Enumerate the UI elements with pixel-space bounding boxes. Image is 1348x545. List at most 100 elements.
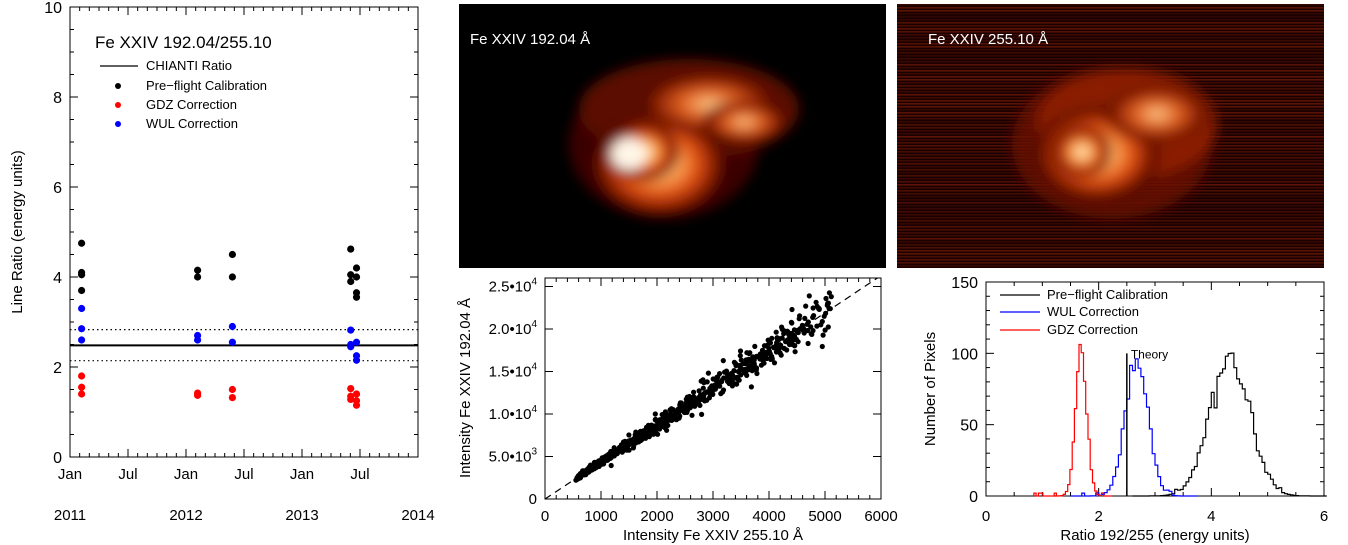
scatter-point <box>765 342 771 348</box>
ratio-histogram-panel: 0 50 100 150 0 2 4 6 Theory Pre−flight Calibra… <box>922 275 1328 544</box>
noise-stripe <box>897 52 1324 54</box>
fit-line <box>544 277 878 500</box>
legend-gdz: GDZ Correction <box>146 97 237 112</box>
x-tick-label: 2000 <box>640 508 673 525</box>
x-tick-label: Jan <box>174 466 198 483</box>
histogram-legend: Pre−flight Calibration WUL Correction GD… <box>1000 287 1168 337</box>
scatter-point <box>802 315 808 321</box>
noise-stripe <box>897 229 1324 231</box>
noise-stripe <box>897 43 1324 45</box>
noise-stripe <box>897 31 1324 33</box>
y-tick-label: 10 <box>44 0 62 17</box>
data-point <box>347 271 355 279</box>
x-tick-label: 6000 <box>864 508 897 525</box>
scatter-point <box>626 432 632 438</box>
scatter-x-axis-label: Intensity Fe XXIV 255.10 Å <box>623 527 803 544</box>
year-label: 2014 <box>401 507 434 524</box>
data-point <box>194 273 202 281</box>
y-tick-label: 2.0•104 <box>489 319 538 338</box>
noise-stripe <box>897 253 1324 255</box>
scatter-point <box>706 395 713 401</box>
hist-legend-preflight: Pre−flight Calibration <box>1047 287 1168 302</box>
scatter-point <box>737 353 743 359</box>
data-point <box>228 273 236 281</box>
scatter-point <box>754 370 760 377</box>
scatter-point <box>689 412 695 418</box>
scatter-point <box>744 372 750 378</box>
scatter-point <box>632 432 638 438</box>
scatter-point <box>805 340 811 347</box>
noise-stripe <box>897 4 1324 6</box>
x-tick-label: 5000 <box>808 508 841 525</box>
scatter-point <box>761 360 767 366</box>
scatter-point <box>814 303 820 309</box>
scatter-point <box>746 350 752 357</box>
scatter-point <box>786 341 793 348</box>
scatter-point <box>714 378 720 384</box>
scatter-point <box>778 342 784 348</box>
y-tick-label: 2.5•104 <box>489 277 538 296</box>
noise-stripe <box>897 37 1324 39</box>
scatter-point <box>781 345 787 351</box>
data-point <box>352 401 361 409</box>
scatter-point <box>818 322 824 328</box>
scatter-point <box>696 388 702 394</box>
noise-stripe <box>897 13 1324 15</box>
scatter-point <box>769 335 775 341</box>
scatter-point <box>720 389 726 395</box>
data-point <box>347 385 355 393</box>
y-tick-label: 150 <box>951 275 978 292</box>
scatter-point <box>611 446 617 453</box>
scatter-point <box>699 396 705 402</box>
data-point <box>352 264 361 272</box>
scatter-point <box>668 417 675 423</box>
data-point <box>228 338 236 346</box>
data-point <box>352 390 361 398</box>
data-point <box>78 372 86 380</box>
scatter-point <box>804 327 811 334</box>
data-point <box>228 250 236 259</box>
scatter-point <box>677 402 683 408</box>
scatter-point <box>737 348 744 354</box>
scatter-point <box>675 410 682 416</box>
scatter-point <box>657 417 663 423</box>
noise-stripe <box>897 58 1324 60</box>
year-label: 2013 <box>285 507 318 524</box>
scatter-point <box>806 293 812 299</box>
ratio-time-series-panel: 0 2 4 6 8 10 Jan Jul Jan Jul Jan Jul 2011 2012 2013 20… <box>9 0 435 524</box>
data-point <box>347 395 355 403</box>
y-tick-label: 5.0•103 <box>489 447 538 466</box>
image-255-panel: Fe XXIV 255.10 Å <box>897 4 1324 268</box>
scatter-point <box>636 432 643 438</box>
scatter-point <box>757 351 763 357</box>
scatter-point <box>733 361 739 367</box>
scatter-point <box>644 429 650 436</box>
y-tick-label: 2 <box>53 360 62 377</box>
scatter-point <box>712 382 718 388</box>
data-point <box>352 356 361 364</box>
y-tick-label: 100 <box>951 346 978 363</box>
x-tick-label: 4000 <box>752 508 785 525</box>
scatter-point <box>788 319 795 325</box>
data-point <box>228 385 236 394</box>
data-point <box>347 277 355 286</box>
year-label: 2011 <box>54 507 86 524</box>
data-point <box>78 383 86 391</box>
data-point <box>352 273 361 281</box>
scatter-point <box>810 305 816 311</box>
legend-chianti: CHIANTI Ratio <box>146 58 232 73</box>
scatter-point <box>797 313 803 319</box>
y-tick-label: 1.0•104 <box>489 404 538 423</box>
scatter-point <box>712 386 719 392</box>
histogram-series <box>1132 352 1327 497</box>
scatter-point <box>773 329 779 335</box>
scatter-point <box>791 332 797 339</box>
scatter-point <box>773 349 780 355</box>
data-point <box>194 391 202 399</box>
noise-stripe <box>897 64 1324 66</box>
scatter-point <box>813 299 819 305</box>
x-tick-label: Jan <box>58 466 82 483</box>
x-tick-label: 0 <box>982 508 990 525</box>
scatter-point <box>700 377 706 383</box>
